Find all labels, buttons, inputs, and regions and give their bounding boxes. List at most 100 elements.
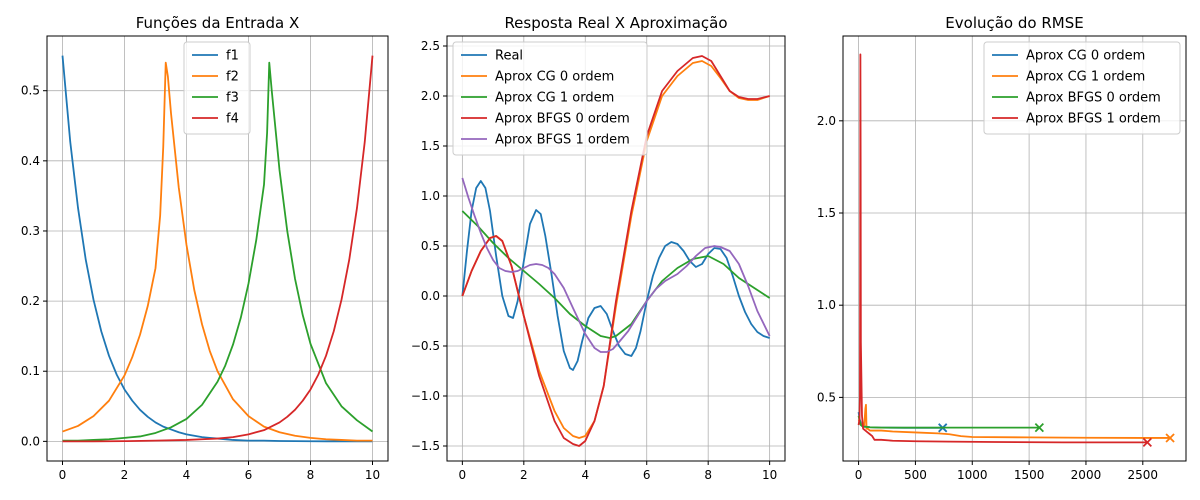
legend-label: Aprox CG 1 ordem bbox=[1026, 70, 1145, 85]
y-tick-label: 0.2 bbox=[21, 294, 40, 308]
x-tick-label: 6 bbox=[643, 468, 651, 482]
x-tick-label: 1000 bbox=[957, 468, 988, 482]
chart-panel-1: Funções da Entrada X0 2 4 6 8 100.00.10.20.30… bbox=[21, 14, 389, 482]
series-lines bbox=[857, 53, 1175, 448]
legend-item: f1 bbox=[192, 49, 239, 64]
series-line-3 bbox=[461, 210, 771, 339]
marker-stroke-b bbox=[1142, 437, 1152, 448]
chart-title: Evolução do RMSE bbox=[945, 14, 1083, 32]
chart-title: Funções da Entrada X bbox=[136, 14, 300, 32]
legend-label: Aprox BFGS 1 ordem bbox=[1026, 112, 1161, 127]
x-tick-label: 2500 bbox=[1128, 468, 1159, 482]
legend-item: f2 bbox=[192, 70, 239, 85]
series-line-1 bbox=[857, 412, 943, 429]
x-tick-label: 4 bbox=[183, 468, 191, 482]
legend-item: Aprox CG 1 ordem bbox=[992, 70, 1145, 85]
y-ticks: 0.0 0.1 0.2 0.3 0.4 0.5 bbox=[21, 84, 47, 448]
y-tick-label: 1.5 bbox=[817, 206, 836, 220]
x-tick-label: 0 bbox=[855, 468, 863, 482]
x-tick-label: 8 bbox=[704, 468, 712, 482]
legend-label: Aprox BFGS 1 ordem bbox=[495, 133, 630, 148]
legend-label: f4 bbox=[226, 112, 239, 127]
x-tick-label: 2 bbox=[121, 468, 129, 482]
y-tick-label: 1.0 bbox=[421, 189, 440, 203]
legend-item: f4 bbox=[192, 112, 239, 127]
legend-item: Aprox BFGS 1 ordem bbox=[461, 133, 630, 148]
legend-item: Aprox BFGS 0 ordem bbox=[461, 112, 630, 127]
legend-box bbox=[183, 41, 251, 135]
legend-label: Aprox BFGS 0 ordem bbox=[495, 112, 630, 127]
legend-item: Aprox BFGS 1 ordem bbox=[992, 112, 1161, 127]
legend-item: Real bbox=[461, 49, 523, 64]
y-tick-label: −1.5 bbox=[411, 439, 440, 453]
y-tick-label: −0.5 bbox=[411, 339, 440, 353]
legend-label: Real bbox=[495, 49, 523, 64]
y-tick-label: 0.5 bbox=[817, 390, 836, 404]
legend-label: Aprox BFGS 0 ordem bbox=[1026, 91, 1161, 106]
x-tick-label: 10 bbox=[365, 468, 380, 482]
series-end-marker-4 bbox=[1142, 437, 1152, 448]
x-tick-label: 8 bbox=[307, 468, 315, 482]
legend-label: Aprox CG 0 ordem bbox=[495, 70, 614, 85]
x-ticks: 0 2 4 6 8 10 bbox=[59, 461, 380, 482]
y-tick-label: 0.1 bbox=[21, 364, 40, 378]
legend: f1 f2 f3 f4 bbox=[183, 41, 251, 135]
series-lines bbox=[61, 55, 374, 443]
series-line-1 bbox=[461, 180, 770, 371]
x-ticks: 0 500 1000 1500 2000 2500 bbox=[855, 461, 1158, 482]
series-line-1 bbox=[61, 55, 373, 443]
legend-item: f3 bbox=[192, 91, 239, 106]
legend-label: f2 bbox=[226, 70, 239, 85]
legend-item: Aprox CG 1 ordem bbox=[461, 91, 614, 106]
axes-frame bbox=[46, 35, 389, 462]
series-line-3 bbox=[857, 415, 1040, 429]
y-tick-label: 0.5 bbox=[421, 239, 440, 253]
marker-stroke-b bbox=[1165, 433, 1175, 443]
x-tick-label: 500 bbox=[904, 468, 927, 482]
x-tick-label: 2 bbox=[520, 468, 528, 482]
chart-title: Resposta Real X Aproximação bbox=[504, 14, 727, 32]
legend-label: f3 bbox=[226, 91, 239, 106]
x-tick-label: 0 bbox=[59, 468, 67, 482]
legend-box bbox=[452, 41, 648, 156]
y-tick-label: 1.0 bbox=[817, 298, 836, 312]
y-tick-label: 1.5 bbox=[421, 139, 440, 153]
series-line-4 bbox=[461, 55, 770, 447]
y-ticks: −1.5 −1.0 −0.5 0.0 0.5 1.0 1.5 2.0 2.5 bbox=[411, 39, 447, 453]
x-tick-label: 0 bbox=[459, 468, 467, 482]
chart-panel-3: Evolução do RMSE 0 500 1000 1500 2000 2500 0.5 1… bbox=[817, 14, 1187, 482]
x-tick-label: 10 bbox=[762, 468, 777, 482]
legend: Aprox CG 0 ordem Aprox CG 1 ordem Aprox BF… bbox=[983, 41, 1181, 135]
series-line-2 bbox=[62, 61, 373, 442]
axes-frame bbox=[842, 35, 1187, 462]
series-end-marker-3 bbox=[1034, 422, 1044, 433]
x-tick-label: 6 bbox=[245, 468, 253, 482]
y-tick-label: 2.0 bbox=[817, 114, 836, 128]
series-end-marker-2 bbox=[1165, 433, 1175, 443]
y-tick-label: 0.4 bbox=[21, 154, 40, 168]
y-tick-label: 0.5 bbox=[21, 84, 40, 98]
marker-stroke-b bbox=[1034, 422, 1044, 433]
x-ticks: 0 2 4 6 8 10 bbox=[459, 461, 777, 482]
y-tick-label: −1.0 bbox=[411, 389, 440, 403]
series-lines bbox=[461, 55, 771, 447]
y-tick-label: 0.0 bbox=[421, 289, 440, 303]
y-tick-label: 0.3 bbox=[21, 224, 40, 238]
legend-item: Aprox BFGS 0 ordem bbox=[992, 91, 1161, 106]
legend-label: Aprox CG 1 ordem bbox=[495, 91, 614, 106]
legend-item: Aprox CG 0 ordem bbox=[992, 49, 1145, 64]
x-tick-label: 1500 bbox=[1014, 468, 1045, 482]
y-tick-label: 0.0 bbox=[21, 434, 40, 448]
x-tick-label: 2000 bbox=[1071, 468, 1102, 482]
legend: Real Aprox CG 0 ordem Aprox CG 1 ordem Apro… bbox=[452, 41, 648, 156]
legend-label: Aprox CG 0 ordem bbox=[1026, 49, 1145, 64]
y-ticks: 0.5 1.0 1.5 2.0 bbox=[817, 114, 843, 404]
series-line-4 bbox=[62, 55, 374, 443]
y-tick-label: 2.5 bbox=[421, 39, 440, 53]
axes-frame bbox=[446, 35, 786, 462]
legend-box bbox=[983, 41, 1181, 135]
series-line-4 bbox=[857, 53, 1148, 444]
series-line-2 bbox=[857, 403, 1171, 439]
